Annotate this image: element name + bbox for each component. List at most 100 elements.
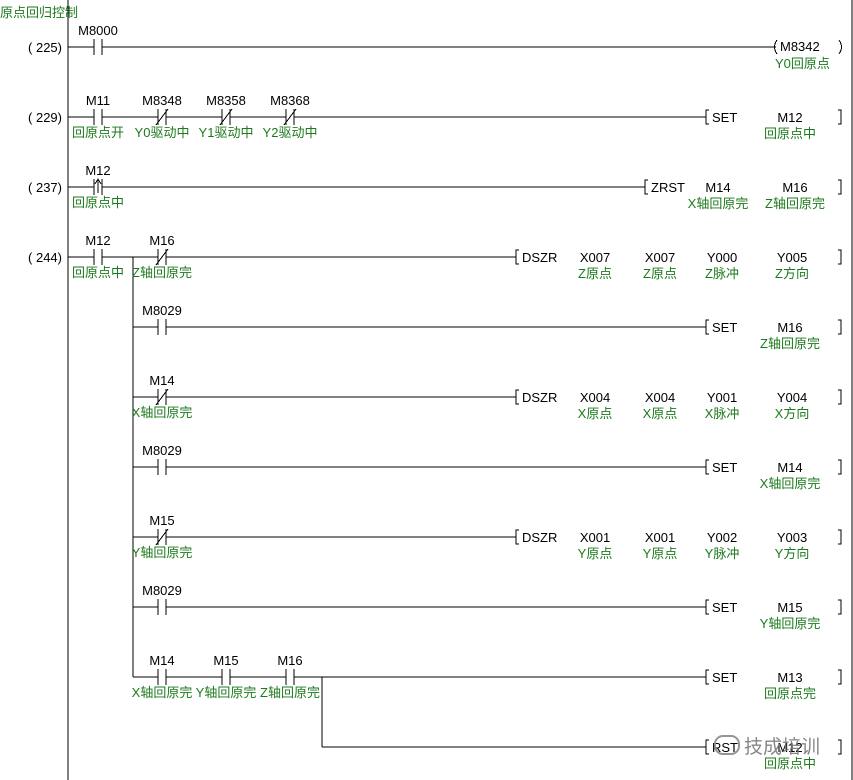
instruction-mnemonic: SET [712, 600, 737, 615]
instruction-bracket-left [644, 179, 648, 195]
operand-comment: Z轴回原完 [760, 336, 820, 351]
operand-comment: Y轴回原完 [760, 616, 821, 631]
contact-comment: Y2驱动中 [263, 125, 318, 140]
operand-device: X007 [645, 250, 675, 265]
contact-comment: Y0驱动中 [135, 125, 190, 140]
instruction-mnemonic: SET [712, 460, 737, 475]
nc-slash [219, 108, 233, 126]
contact-device: M12 [85, 163, 110, 178]
operand-device: Y002 [707, 530, 737, 545]
contact-comment: Y轴回原完 [196, 685, 257, 700]
operand-comment: X脉冲 [705, 406, 740, 421]
operand-comment: X轴回原完 [760, 476, 821, 491]
instruction-mnemonic: DSZR [522, 390, 557, 405]
nc-slash [155, 248, 169, 266]
step-number: ( 237) [28, 180, 62, 195]
instruction-bracket-left [705, 459, 709, 475]
contact-device: M14 [149, 373, 174, 388]
operand-comment: Z轴回原完 [765, 196, 825, 211]
contact-comment: 回原点中 [72, 265, 124, 280]
instruction-bracket-right [838, 319, 842, 335]
operand-comment: X原点 [578, 406, 613, 421]
contact-no-m8029: M8029 [142, 303, 182, 335]
instruction-mnemonic: SET [712, 670, 737, 685]
operand-device: M13 [777, 670, 802, 685]
nc-slash [155, 108, 169, 126]
instruction-bracket-right [838, 669, 842, 685]
contact-no-m8029: M8029 [142, 443, 182, 475]
contact-comment: X轴回原完 [132, 405, 193, 420]
contact-nc-m8368: M8368 Y2驱动中 [263, 93, 318, 140]
contact-device: M8348 [142, 93, 182, 108]
operand-device: Y003 [777, 530, 807, 545]
operand-device: X007 [580, 250, 610, 265]
contact-device: M11 [86, 93, 110, 108]
watermark-text: 技成培训 [744, 737, 821, 758]
operand-comment: 回原点中 [764, 126, 816, 141]
instruction-bracket-left [705, 739, 709, 755]
instruction-bracket-left [705, 319, 709, 335]
instruction-bracket-right [838, 389, 842, 405]
contact-comment: 回原点开 [72, 125, 124, 140]
contact-comment: Y1驱动中 [199, 125, 254, 140]
operand-device: M16 [782, 180, 807, 195]
operand-device: X004 [580, 390, 610, 405]
instruction-bracket-left [705, 109, 709, 125]
contact-comment: Y轴回原完 [132, 545, 193, 560]
contact-no-m15: M15 Y轴回原完 [196, 653, 257, 700]
contact-device: M8029 [142, 583, 182, 598]
contact-nc-m14: M14 X轴回原完 [132, 373, 193, 420]
contact-device: M8029 [142, 303, 182, 318]
operand-device: M14 [705, 180, 730, 195]
contact-nc-m8348: M8348 Y0驱动中 [135, 93, 190, 140]
watermark: 技成培训 [714, 732, 820, 759]
contact-device: M12 [85, 233, 110, 248]
instruction-bracket-right [838, 529, 842, 545]
operand-device: M12 [777, 740, 802, 755]
contact-no-m16: M16 Z轴回原完 [260, 653, 320, 700]
contact-device: M8029 [142, 443, 182, 458]
contact-comment: Z轴回原完 [260, 685, 320, 700]
instruction-mnemonic: ZRST [651, 180, 685, 195]
contact-comment: X轴回原完 [132, 685, 193, 700]
instruction-bracket-right [838, 109, 842, 125]
contact-device: M16 [277, 653, 302, 668]
step-number: ( 244) [28, 250, 62, 265]
operand-comment: Y方向 [775, 546, 810, 561]
coil-right-arc [838, 39, 842, 55]
pulse-arrow-head [94, 178, 102, 185]
instruction-bracket-left [705, 669, 709, 685]
operand-comment: X轴回原完 [688, 196, 749, 211]
operand-comment: X原点 [643, 406, 678, 421]
operand-device: M12 [777, 110, 802, 125]
instruction-bracket-left [515, 529, 519, 545]
operand-device: X001 [580, 530, 610, 545]
coil-comment: Y0回原点 [775, 56, 830, 71]
nc-slash [155, 528, 169, 546]
contact-no-m8000: M8000 [78, 23, 118, 55]
nc-slash [155, 388, 169, 406]
operand-comment: Z脉冲 [705, 266, 739, 281]
operand-device: M16 [777, 320, 802, 335]
operand-comment: Z方向 [775, 266, 809, 281]
instruction-bracket-left [515, 249, 519, 265]
operand-comment: 回原点中 [764, 756, 816, 771]
operand-device: Y001 [707, 390, 737, 405]
step-number: ( 225) [28, 40, 62, 55]
contact-device: M14 [149, 653, 174, 668]
operand-device: Y000 [707, 250, 737, 265]
operand-device: Y005 [777, 250, 807, 265]
operand-comment: 回原点完 [764, 686, 816, 701]
instruction-bracket-left [515, 389, 519, 405]
instruction-mnemonic: SET [712, 320, 737, 335]
instruction-mnemonic: SET [712, 110, 737, 125]
instruction-bracket-right [838, 599, 842, 615]
program-title: 原点回归控制 [0, 5, 79, 20]
